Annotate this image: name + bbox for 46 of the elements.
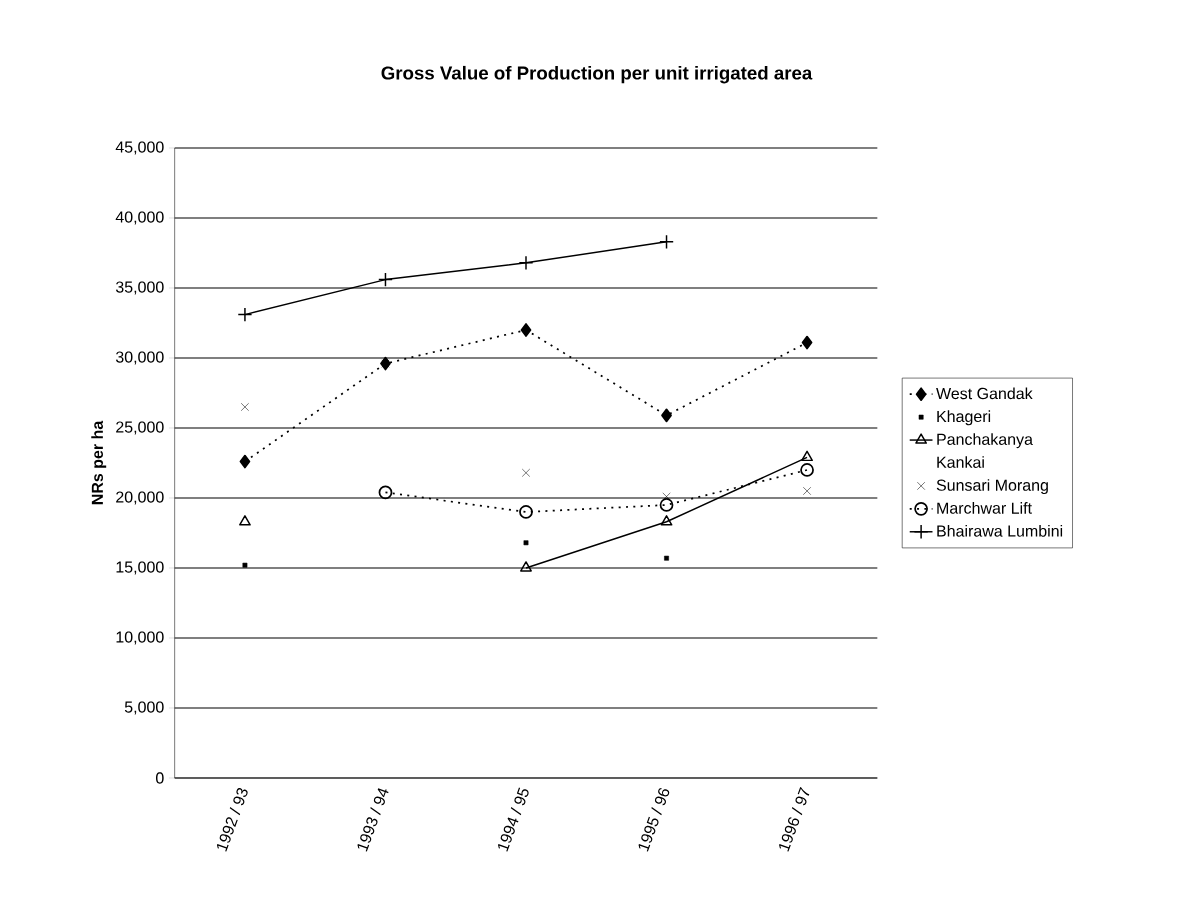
- point: [237, 307, 253, 322]
- point: [659, 498, 674, 512]
- y-tick-label: 5,000: [124, 701, 164, 715]
- legend-label: Panchakanya: [937, 433, 1033, 449]
- legend-label: Sunsari Morang: [936, 479, 1048, 495]
- legend-label: Bhairawa Lumbini: [937, 524, 1063, 537]
- y-tick-label: 35,000: [115, 281, 164, 295]
- point: [378, 485, 393, 500]
- point: [519, 505, 533, 519]
- point: [520, 561, 532, 572]
- legend-label: Khageri: [937, 410, 991, 426]
- point: [518, 255, 534, 271]
- legend-label: Kankai: [937, 456, 984, 468]
- point: [800, 463, 814, 477]
- y-tick-label: 45,000: [115, 141, 164, 155]
- y-tick-label: 15,000: [116, 561, 164, 575]
- point: [523, 540, 529, 546]
- point: [664, 555, 669, 561]
- point: [240, 402, 249, 412]
- x-tick-label: 1994 / 95: [498, 787, 529, 852]
- x-tick-label: 1993 / 94: [357, 788, 389, 852]
- legend-label: West Gandak: [936, 387, 1033, 400]
- point: [801, 335, 813, 350]
- x-tick-label: 1996 / 97: [779, 787, 810, 852]
- y-tick-label: 10,000: [116, 631, 164, 645]
- chart-title: Gross Value of Production per unit irrigated area: [381, 65, 813, 84]
- point: [661, 408, 672, 423]
- point: [659, 234, 674, 250]
- legend-label: Marchwar Lift: [937, 502, 1032, 514]
- point: [801, 450, 813, 462]
- point: [242, 562, 248, 568]
- x-tick-label: 1995 / 96: [638, 787, 670, 852]
- point: [378, 272, 393, 287]
- point: [521, 468, 531, 477]
- point: [520, 323, 532, 337]
- x-tick-label: 1992 / 93: [216, 788, 248, 852]
- point: [239, 454, 251, 469]
- y-tick-label: 0: [156, 772, 164, 784]
- y-tick-label: 30,000: [115, 351, 164, 365]
- point: [803, 486, 812, 496]
- y-axis-title: NRs per ha: [91, 420, 107, 505]
- y-tick-label: 20,000: [116, 491, 164, 505]
- y-tick-label: 40,000: [115, 211, 164, 225]
- y-tick-label: 25,000: [116, 421, 164, 435]
- point: [239, 515, 251, 526]
- point: [660, 515, 673, 526]
